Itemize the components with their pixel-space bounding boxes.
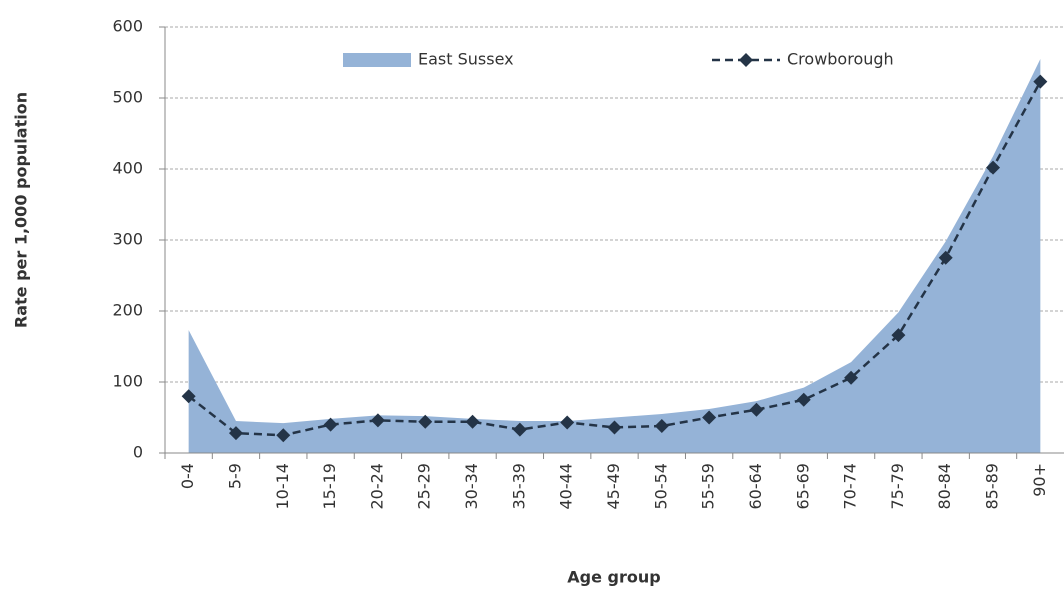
x-tick-label: 80-84 [935, 463, 954, 510]
marker [891, 328, 906, 343]
marker [228, 426, 243, 441]
x-tick-label: 30-34 [462, 463, 481, 510]
y-tick-label: 300 [112, 230, 143, 249]
marker [418, 414, 433, 429]
legend-label: Crowborough [787, 50, 894, 69]
x-tick-label: 60-64 [746, 463, 765, 510]
y-tick-label: 600 [112, 17, 143, 36]
marker [986, 160, 1001, 175]
y-tick-label: 400 [112, 159, 143, 178]
legend-label: East Sussex [418, 50, 514, 69]
marker [323, 417, 338, 432]
x-tick-label: 10-14 [273, 463, 292, 510]
x-tick-label: 25-29 [415, 463, 434, 510]
marker [654, 419, 669, 434]
x-tick-label: 0-4 [178, 463, 197, 489]
x-tick-label: 20-24 [367, 463, 386, 510]
x-tick-label: 70-74 [841, 463, 860, 510]
marker [844, 370, 859, 385]
x-tick-label: 45-49 [604, 463, 623, 510]
y-tick-label: 100 [112, 372, 143, 391]
y-tick-label: 0 [133, 443, 143, 462]
marker [1033, 74, 1048, 89]
x-tick-label: 55-59 [699, 463, 718, 510]
marker [512, 422, 527, 437]
x-tick-label: 5-9 [225, 463, 244, 489]
x-tick-label: 40-44 [557, 463, 576, 510]
x-tick-label: 75-79 [888, 463, 907, 510]
marker [276, 428, 291, 443]
marker [607, 420, 622, 435]
y-tick-label: 500 [112, 88, 143, 107]
marker [465, 414, 480, 429]
x-tick-label: 65-69 [793, 463, 812, 510]
x-tick-label: 50-54 [651, 463, 670, 510]
legend-swatch [343, 53, 411, 67]
x-tick-label: 90+ [1030, 463, 1049, 497]
y-tick-label: 200 [112, 301, 143, 320]
marker [370, 413, 385, 428]
x-tick-label: 15-19 [320, 463, 339, 510]
legend-marker [739, 53, 753, 67]
marker [938, 250, 953, 265]
y-axis-title: Rate per 1,000 population [12, 92, 31, 328]
marker [796, 392, 811, 407]
marker [749, 402, 764, 417]
marker [560, 415, 575, 430]
x-axis-title: Age group [567, 568, 660, 587]
x-tick-label: 35-39 [509, 463, 528, 510]
area [188, 58, 1041, 453]
marker [181, 389, 196, 404]
marker [702, 410, 717, 425]
x-tick-label: 85-89 [983, 463, 1002, 510]
